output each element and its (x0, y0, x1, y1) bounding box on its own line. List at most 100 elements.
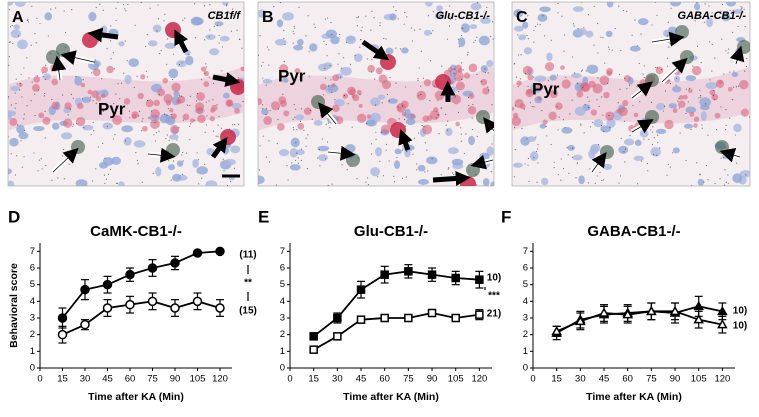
grain (652, 131, 653, 132)
grain (114, 134, 115, 135)
nucleus (514, 26, 524, 32)
grain (726, 125, 727, 126)
grain (179, 64, 180, 65)
red-cell (511, 116, 521, 126)
nucleus (630, 46, 641, 52)
grain (488, 90, 489, 91)
grain (8, 65, 9, 66)
red-cell (297, 123, 304, 130)
y-tick-label: 7 (523, 246, 528, 257)
nucleus (254, 175, 265, 184)
grain (322, 138, 323, 139)
grain (45, 165, 46, 166)
red-cell (81, 83, 85, 87)
red-cell (455, 122, 460, 127)
grain (736, 163, 737, 164)
labeled-cell (466, 163, 480, 177)
grain (110, 25, 111, 26)
data-point (429, 271, 436, 278)
data-point (476, 311, 483, 318)
grain (602, 115, 603, 116)
data-point (600, 309, 608, 316)
grain (619, 74, 620, 75)
grain (458, 112, 459, 113)
grain (725, 129, 726, 130)
grain (367, 58, 368, 59)
nucleus (603, 164, 612, 170)
grain (287, 179, 288, 180)
y-tick-label: 0 (30, 363, 35, 374)
grain (423, 126, 424, 127)
grain (402, 105, 403, 106)
grain (724, 169, 725, 170)
grain (23, 156, 24, 157)
grain (327, 141, 328, 142)
grain (414, 138, 415, 139)
grain (704, 3, 705, 4)
grain (102, 143, 103, 144)
grain (685, 113, 686, 114)
grain (405, 86, 406, 87)
grain (703, 181, 704, 182)
grain (667, 35, 668, 36)
grain (278, 108, 279, 109)
grain (477, 136, 478, 137)
grain (632, 105, 633, 106)
grain (655, 2, 656, 3)
grain (582, 87, 583, 88)
grain (601, 180, 602, 181)
grain (91, 134, 92, 135)
red-cell (694, 116, 699, 121)
grain (232, 124, 233, 125)
x-axis-label: Time after KA (Min) (88, 391, 184, 403)
grain (458, 91, 459, 92)
grain (16, 79, 17, 80)
data-point (171, 304, 179, 312)
red-cell (283, 110, 289, 116)
grain (557, 3, 558, 4)
grain (625, 148, 626, 149)
grain (564, 34, 565, 35)
grain (176, 139, 177, 140)
grain (173, 160, 174, 161)
grain (593, 44, 594, 45)
grain (463, 69, 464, 70)
nucleus (600, 125, 611, 132)
grain (266, 157, 267, 158)
nucleus (573, 6, 584, 12)
grain (395, 10, 396, 11)
labeled-cell (600, 145, 614, 159)
grain (400, 48, 401, 49)
data-point (624, 311, 632, 318)
grain (34, 94, 35, 95)
grain (453, 174, 454, 175)
grain (23, 67, 24, 68)
labeled-cell (680, 50, 694, 64)
grain (441, 174, 442, 175)
grain (124, 8, 125, 9)
grain (329, 127, 330, 128)
nucleus (375, 147, 382, 157)
grain (110, 169, 111, 170)
grain (714, 183, 715, 184)
grain (618, 183, 619, 184)
nucleus (587, 64, 599, 73)
grain (147, 34, 148, 35)
grain (406, 16, 407, 17)
grain (206, 66, 207, 67)
grain (27, 19, 28, 20)
grain (729, 71, 730, 72)
grain (615, 28, 616, 29)
grain (173, 54, 174, 55)
grain (640, 33, 641, 34)
grain (9, 56, 10, 57)
nucleus (448, 147, 459, 154)
grain (239, 39, 240, 40)
grain (433, 11, 434, 12)
grain (692, 65, 693, 66)
red-cell (332, 105, 339, 112)
grain (294, 28, 295, 29)
grain (312, 119, 313, 120)
grain (205, 63, 206, 64)
